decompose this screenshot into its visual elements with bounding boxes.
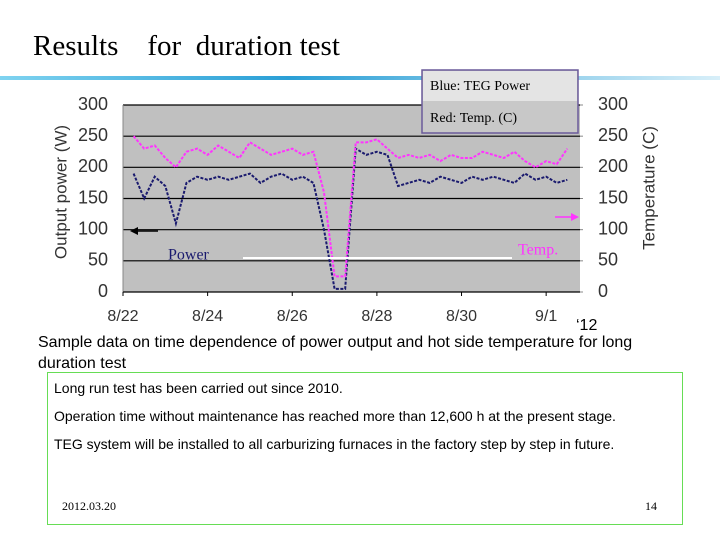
x-tick-label: 9/1 [535, 308, 557, 325]
temp-arrow-head [571, 213, 579, 221]
x-axis-note: ‘12 [576, 317, 597, 334]
series-label: Temp. [518, 242, 558, 259]
y2-tick-label: 200 [598, 156, 628, 176]
series-line [132, 135, 569, 278]
y-axis-title: Output power (W) [51, 125, 70, 259]
power-arrow-head [130, 227, 138, 235]
y-tick-label: 250 [78, 125, 108, 145]
date: 2012.03.20 [62, 499, 116, 513]
y2-tick-label: 250 [598, 125, 628, 145]
legend-box-top [423, 71, 577, 101]
y2-tick-label: 50 [598, 250, 618, 270]
legend-text: Blue: TEG Power [430, 79, 530, 94]
slide-title: Results for duration test [33, 30, 340, 62]
legend-text: Red: Temp. (C) [430, 111, 517, 126]
x-tick-label: 8/28 [361, 308, 392, 325]
y-tick-label: 50 [88, 250, 108, 270]
note: Long run test has been carried out since… [54, 380, 343, 396]
y-tick-label: 200 [78, 156, 108, 176]
y2-tick-label: 0 [598, 281, 608, 301]
title-rule [0, 76, 720, 80]
note: TEG system will be installed to all carb… [54, 436, 615, 452]
y2-axis-title: Temperature (C) [639, 126, 658, 250]
x-tick-label: 8/22 [107, 308, 138, 325]
y-tick-label: 0 [98, 281, 108, 301]
caption: Sample data on time dependence of power … [38, 334, 633, 372]
series-label: Power [168, 247, 210, 264]
notes-box: Long run test has been carried out since… [47, 372, 683, 525]
x-tick-label: 8/26 [277, 308, 308, 325]
y-tick-label: 300 [78, 94, 108, 114]
x-tick-label: 8/30 [446, 308, 477, 325]
y2-tick-label: 150 [598, 187, 628, 207]
series-line [132, 146, 568, 290]
page-number: 14 [645, 499, 657, 513]
y2-tick-label: 300 [598, 94, 628, 114]
y-tick-label: 150 [78, 187, 108, 207]
x-tick-label: 8/24 [192, 308, 223, 325]
y-tick-label: 100 [78, 218, 108, 238]
y2-tick-label: 100 [598, 218, 628, 238]
note: Operation time without maintenance has r… [54, 408, 616, 424]
